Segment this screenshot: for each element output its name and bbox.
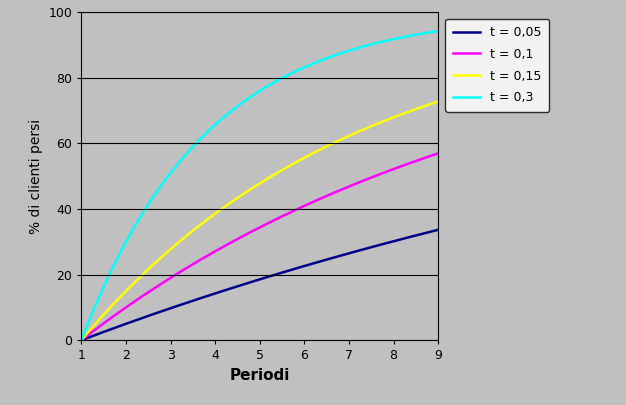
t = 0,3 xyxy=(249,93,257,98)
Legend: t = 0,05, t = 0,1, t = 0,15, t = 0,3: t = 0,05, t = 0,1, t = 0,15, t = 0,3 xyxy=(445,19,550,112)
Line: t = 0,15: t = 0,15 xyxy=(81,102,438,340)
t = 0,15 xyxy=(247,187,255,192)
t = 0,15 xyxy=(434,99,442,104)
t = 0,3 xyxy=(247,94,255,99)
t = 0,1 xyxy=(270,217,278,222)
t = 0,15 xyxy=(290,161,297,166)
t = 0,05 xyxy=(247,280,255,285)
Line: t = 0,3: t = 0,3 xyxy=(81,31,438,340)
t = 0,1 xyxy=(370,174,377,179)
t = 0,1 xyxy=(78,338,85,343)
t = 0,05 xyxy=(78,338,85,343)
t = 0,05 xyxy=(370,244,377,249)
t = 0,05 xyxy=(290,266,297,271)
t = 0,1 xyxy=(247,230,255,234)
t = 0,05 xyxy=(249,279,257,284)
t = 0,15 xyxy=(426,102,433,107)
t = 0,1 xyxy=(290,208,297,213)
t = 0,3 xyxy=(290,70,297,75)
t = 0,1 xyxy=(426,154,433,159)
t = 0,15 xyxy=(78,338,85,343)
t = 0,05 xyxy=(434,227,442,232)
t = 0,3 xyxy=(434,29,442,34)
t = 0,15 xyxy=(370,123,377,128)
X-axis label: Periodi: Periodi xyxy=(230,368,290,383)
t = 0,05 xyxy=(270,273,278,277)
t = 0,3 xyxy=(370,41,377,46)
t = 0,3 xyxy=(270,80,278,85)
Y-axis label: % di clienti persi: % di clienti persi xyxy=(29,119,43,234)
Line: t = 0,05: t = 0,05 xyxy=(81,230,438,340)
t = 0,1 xyxy=(249,228,257,233)
t = 0,1 xyxy=(434,151,442,156)
Line: t = 0,1: t = 0,1 xyxy=(81,153,438,340)
t = 0,05 xyxy=(426,230,433,234)
t = 0,15 xyxy=(249,185,257,190)
t = 0,15 xyxy=(270,172,278,177)
t = 0,3 xyxy=(78,338,85,343)
t = 0,3 xyxy=(426,30,433,35)
